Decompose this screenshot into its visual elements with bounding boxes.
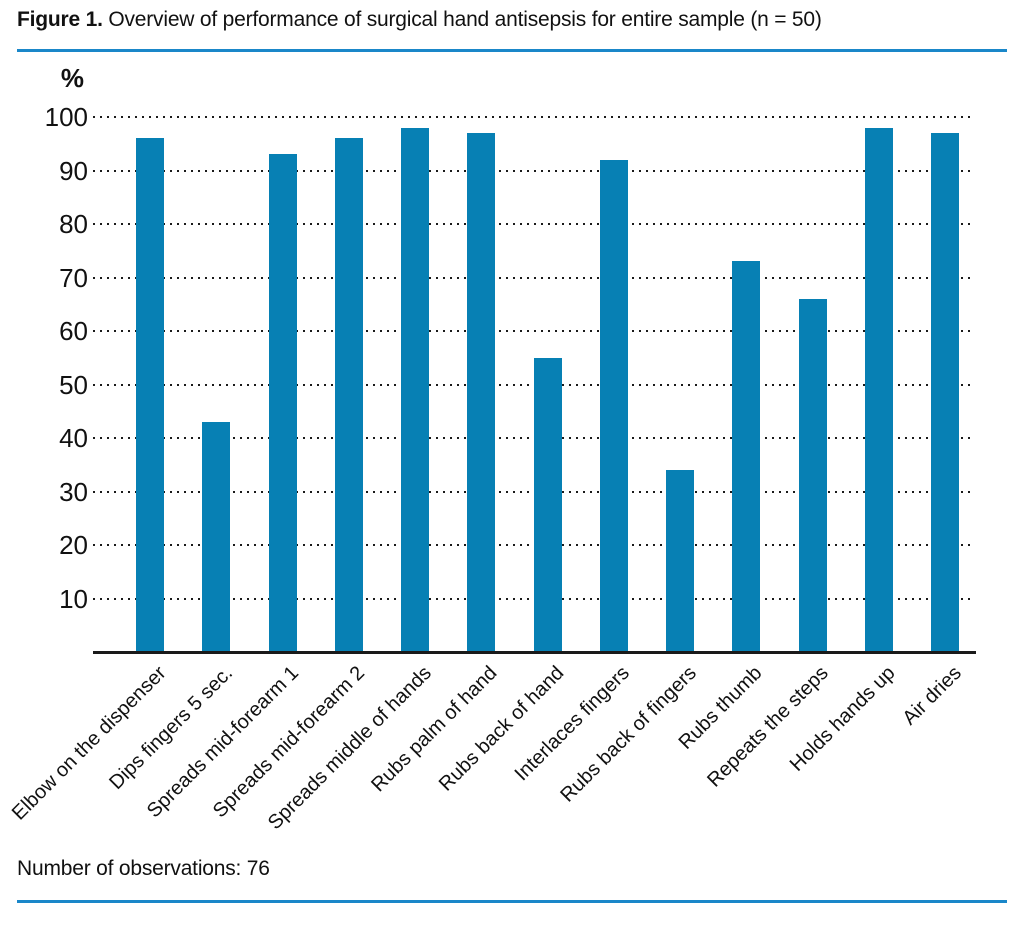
- gridline: [93, 330, 974, 332]
- top-divider-line: [17, 49, 1007, 52]
- gridline: [93, 116, 974, 118]
- y-tick-label: 90: [59, 155, 88, 186]
- gridline: [93, 169, 974, 172]
- bar: [268, 154, 297, 652]
- y-tick-label: 20: [59, 530, 88, 560]
- x-axis-label-text: Air dries: [898, 662, 966, 730]
- x-axis-label-text: Rubs palm of hand: [367, 662, 502, 797]
- bar: [732, 261, 761, 652]
- figure-title-prefix: Figure 1.: [17, 8, 103, 31]
- y-tick-label: 60: [59, 316, 88, 346]
- bar: [202, 421, 231, 652]
- y-tick-label: 30: [59, 476, 88, 507]
- figure-title-text: Overview of performance of surgical hand…: [102, 8, 822, 31]
- y-tick-label: 70: [59, 262, 88, 293]
- y-tick-label: 10: [59, 583, 88, 614]
- gridline: [93, 223, 974, 225]
- bar: [401, 127, 429, 652]
- x-axis-label-text: Interlaces fingers: [511, 662, 635, 786]
- bar: [136, 138, 164, 652]
- observations-note: Number of observations: 76: [17, 857, 270, 880]
- gridline: [93, 276, 974, 279]
- y-tick-label: 80: [59, 209, 88, 239]
- plot-area: [93, 116, 974, 652]
- bar: [533, 357, 562, 652]
- bar: [864, 127, 893, 652]
- bar: [334, 138, 363, 652]
- x-axis-label-text: Rubs back of hand: [434, 662, 569, 796]
- bar: [599, 159, 628, 652]
- bottom-divider-line: [17, 900, 1007, 903]
- bar: [931, 133, 959, 652]
- x-axis-label-text: Dips fingers 5 sec.: [104, 662, 237, 794]
- y-tick-label: 100: [44, 102, 88, 132]
- bar: [467, 133, 496, 652]
- x-axis-line: [93, 651, 976, 654]
- bar: [798, 298, 827, 652]
- y-axis-unit-label: %: [60, 63, 84, 93]
- y-tick-label: 50: [59, 369, 88, 400]
- x-axis-label-text: Repeats the steps: [703, 662, 834, 792]
- figure-title: Figure 1. Overview of performance of sur…: [17, 8, 822, 32]
- y-tick-label: 40: [59, 423, 88, 453]
- bar: [666, 470, 694, 652]
